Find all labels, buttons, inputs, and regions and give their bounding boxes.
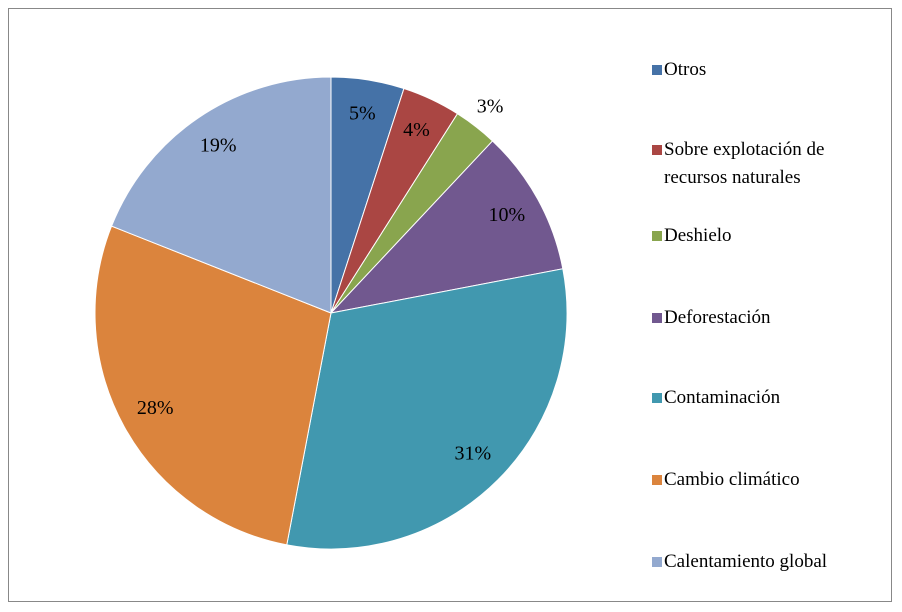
legend-label: Contaminación xyxy=(664,387,781,408)
legend-label: Deshielo xyxy=(664,225,732,246)
data-label: 28% xyxy=(137,397,174,419)
legend-swatch xyxy=(652,231,662,241)
legend-item: Otros xyxy=(652,56,892,84)
legend-swatch xyxy=(652,313,662,323)
legend-item: Deshielo xyxy=(652,222,892,250)
legend-item: Cambio climático xyxy=(652,466,892,494)
legend-item: Deforestación xyxy=(652,304,892,332)
data-label: 31% xyxy=(455,442,492,464)
legend-label: Calentamiento global xyxy=(664,551,828,572)
legend-item: Sobre explotación de recursos naturales xyxy=(652,136,892,192)
legend-swatch xyxy=(652,557,662,567)
legend-swatch xyxy=(652,145,662,155)
pie-slice xyxy=(329,140,564,314)
pie-slice xyxy=(94,225,332,546)
legend-label: Otros xyxy=(664,59,707,80)
legend-swatch xyxy=(652,65,662,75)
data-label: 19% xyxy=(200,135,237,157)
chart-frame xyxy=(8,8,892,602)
data-label: 4% xyxy=(403,119,430,141)
data-label: 3% xyxy=(477,95,504,117)
legend-swatch xyxy=(652,393,662,403)
legend-label: Cambio climático xyxy=(664,469,800,490)
data-label: 5% xyxy=(349,102,376,124)
legend-swatch xyxy=(652,475,662,485)
pie-slice xyxy=(110,76,332,314)
legend-item: Calentamiento global xyxy=(652,548,892,576)
pie-slice xyxy=(286,268,568,550)
legend-label: Sobre explotación de recursos naturales xyxy=(664,139,825,188)
data-label: 10% xyxy=(488,204,525,226)
legend-label: Deforestación xyxy=(664,307,771,328)
legend-item: Contaminación xyxy=(652,384,892,412)
